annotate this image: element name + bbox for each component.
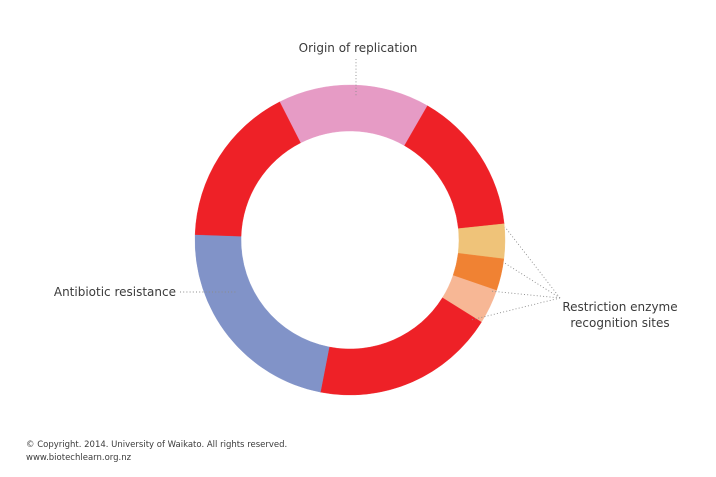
restriction-sites-label-line2: recognition sites — [570, 316, 669, 330]
restriction-leader-line-2 — [502, 261, 561, 299]
restriction-site-segment-1 — [457, 223, 506, 260]
antibiotic-resistance-segment — [194, 234, 330, 393]
restriction-leader-lines — [470, 226, 561, 321]
restriction-sites-label: Restriction enzyme recognition sites — [562, 300, 677, 330]
backbone-segment-2 — [320, 297, 482, 396]
restriction-leader-line-3 — [489, 290, 561, 299]
backbone-segment-3 — [194, 101, 301, 237]
origin-of-replication-label: Origin of replication — [299, 41, 418, 55]
copyright-text: © Copyright. 2014. University of Waikato… — [26, 440, 287, 450]
restriction-sites-label-line1: Restriction enzyme — [562, 300, 677, 314]
footer: © Copyright. 2014. University of Waikato… — [26, 440, 287, 463]
backbone-segment-1 — [404, 105, 505, 229]
plasmid-donut — [194, 84, 506, 396]
origin-of-replication-segment — [279, 84, 428, 146]
antibiotic-resistance-label: Antibiotic resistance — [54, 285, 176, 299]
restriction-leader-line-1 — [504, 226, 561, 299]
website-url: www.biotechlearn.org.nz — [26, 453, 132, 463]
